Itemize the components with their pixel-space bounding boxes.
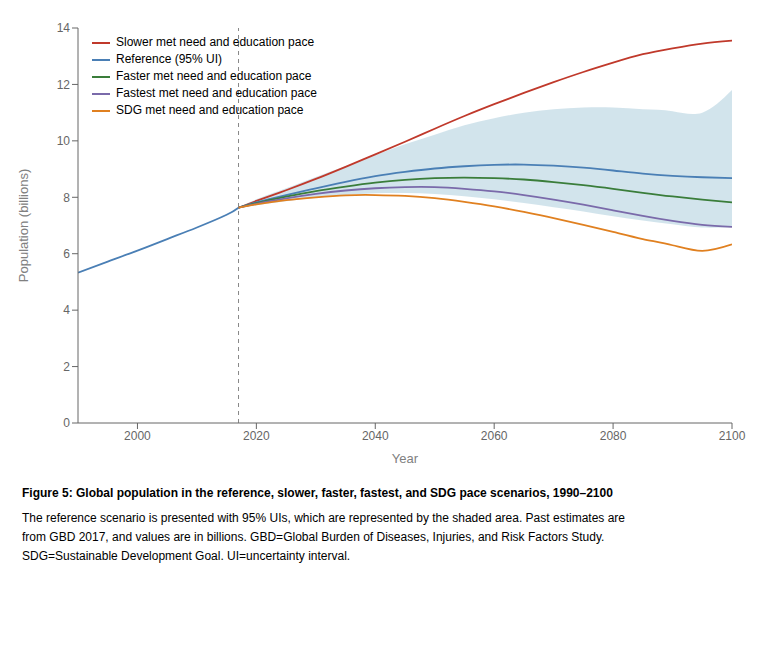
svg-text:2020: 2020: [243, 429, 270, 443]
html-text:Faster met need and education: Faster met need and education pace: [116, 69, 312, 83]
html-text:Figure 5: Global population in: Figure 5: Global population in the refer…: [22, 486, 613, 500]
svg-text:12: 12: [57, 78, 71, 92]
html-text:Fastest met need and education: Fastest met need and education pace: [116, 86, 317, 100]
svg-text:6: 6: [63, 247, 70, 261]
html-text:from GBD 2017, and values are: from GBD 2017, and values are in billion…: [22, 530, 605, 544]
svg-text:Year: Year: [392, 451, 419, 466]
html-text:SDG met need and education pac: SDG met need and education pace: [116, 103, 304, 117]
html-text:The reference scenario is pres: The reference scenario is presented with…: [22, 511, 625, 525]
svg-text:4: 4: [63, 303, 70, 317]
svg-text:2080: 2080: [600, 429, 627, 443]
svg-text:2000: 2000: [124, 429, 151, 443]
svg-text:2100: 2100: [719, 429, 746, 443]
html-text:SDG=Sustainable Development Go: SDG=Sustainable Development Goal. UI=unc…: [22, 549, 351, 563]
svg-text:0: 0: [63, 416, 70, 430]
svg-text:14: 14: [57, 21, 71, 35]
svg-text:2040: 2040: [362, 429, 389, 443]
svg-text:8: 8: [63, 191, 70, 205]
svg-text:10: 10: [57, 134, 71, 148]
svg-text:2: 2: [63, 360, 70, 374]
html-text:Reference (95% UI): Reference (95% UI): [116, 52, 222, 66]
html-text:Slower met need and education: Slower met need and education pace: [116, 35, 315, 49]
svg-text:Population (billions): Population (billions): [16, 169, 31, 282]
svg-text:2060: 2060: [481, 429, 508, 443]
